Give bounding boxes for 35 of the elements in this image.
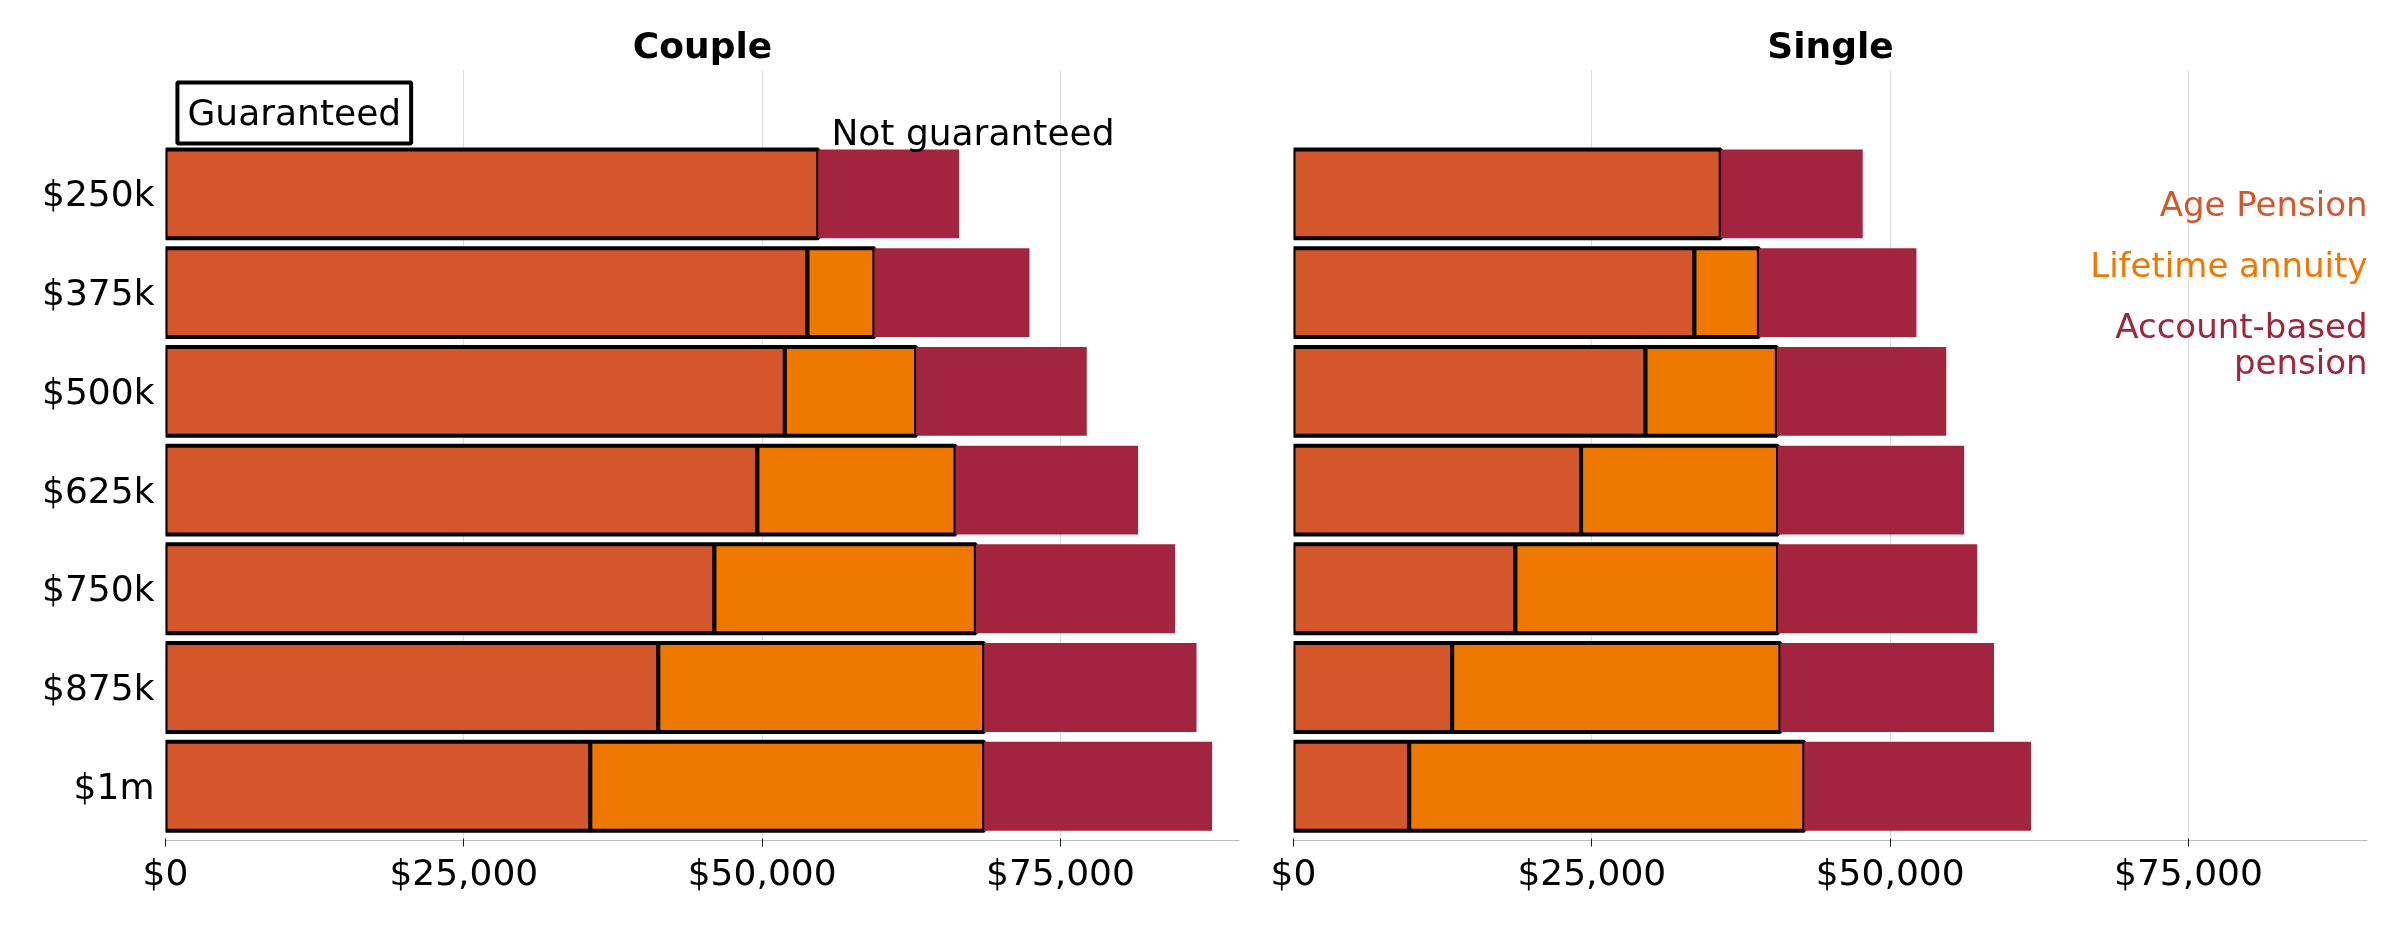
- y-tick-label: $875k: [42, 666, 155, 708]
- bar: [1804, 741, 2031, 831]
- y-tick-label: $250k: [42, 173, 155, 215]
- bar: [975, 544, 1176, 634]
- x-tick-label: $75,000: [986, 851, 1135, 893]
- y-tick-label: $1m: [73, 765, 155, 807]
- y-tick-label: $750k: [42, 568, 155, 610]
- annotation: Guaranteed: [187, 92, 402, 134]
- x-tick-label: $25,000: [389, 851, 539, 893]
- text: Lifetime annuity: [2090, 245, 2368, 286]
- y-tick-label: $375k: [42, 272, 155, 314]
- x-tick-label: $25,000: [1517, 851, 1667, 893]
- bar: [1780, 643, 1994, 732]
- bar: [1776, 346, 1947, 436]
- x-tick-label: $75,000: [2114, 851, 2263, 893]
- text: Account-based pension: [2115, 306, 2368, 383]
- bar: [955, 445, 1139, 535]
- bar: [1777, 445, 1965, 535]
- bar: [984, 643, 1197, 732]
- bar: [1758, 248, 1917, 338]
- chart-title: Couple: [632, 24, 773, 66]
- x-tick-label: $0: [142, 851, 189, 893]
- bar: [874, 248, 1030, 338]
- text: Age Pension: [2159, 184, 2368, 225]
- bar: [1777, 544, 1978, 634]
- y-tick-label: $500k: [42, 370, 155, 412]
- annotation: Not guaranteed: [831, 112, 1115, 154]
- x-tick-label: $50,000: [687, 851, 837, 893]
- y-tick-label: $625k: [42, 469, 155, 511]
- x-tick-label: $50,000: [1815, 851, 1965, 893]
- bar: [1720, 149, 1863, 239]
- x-tick-label: $0: [1270, 851, 1317, 893]
- chart-title: Single: [1767, 24, 1894, 66]
- bar: [916, 346, 1087, 436]
- bar: [984, 741, 1213, 831]
